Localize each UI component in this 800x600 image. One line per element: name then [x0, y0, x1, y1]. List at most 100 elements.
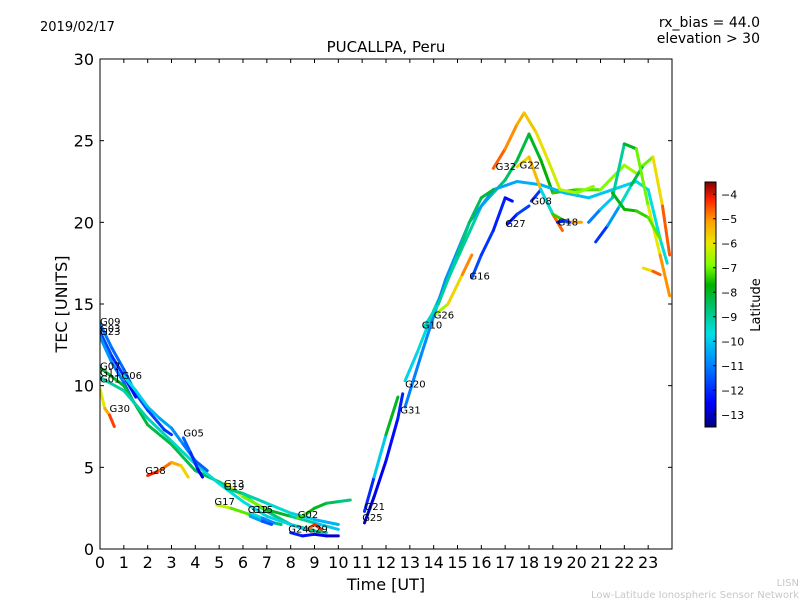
- satellite-label: G21: [365, 502, 385, 513]
- series-segment: [456, 204, 483, 260]
- series-segment: [313, 529, 328, 535]
- satellite-label: G05: [183, 428, 203, 439]
- satellite-label: G18: [558, 218, 578, 229]
- series-segment: [506, 212, 519, 226]
- series-segment: [658, 253, 672, 298]
- series-segment: [479, 188, 495, 200]
- series-g29: [308, 523, 324, 531]
- series-g24: [289, 531, 340, 538]
- y-tick-label: 0: [84, 540, 94, 559]
- series-segment: [215, 503, 233, 510]
- satellite-label: G20: [405, 379, 425, 390]
- x-tick-label: 2: [143, 553, 153, 572]
- rx-bias-label: rx_bias = 44.0: [659, 15, 760, 31]
- chart-title: PUCALLPA, Peru: [327, 38, 446, 56]
- satellite-label: G22: [520, 160, 540, 171]
- satellite-label: G01: [100, 374, 120, 385]
- satellite-label: G31: [400, 405, 420, 416]
- series-segment: [641, 155, 655, 167]
- series-segment: [265, 508, 293, 518]
- series-segment: [170, 426, 185, 446]
- series-segment: [100, 366, 126, 388]
- satellite-label: G19: [224, 482, 244, 493]
- series-g01: [100, 376, 307, 531]
- series-segment: [527, 132, 543, 162]
- series-segment: [515, 204, 531, 216]
- series-segment: [651, 269, 662, 277]
- series-g05: [181, 436, 204, 479]
- x-tick-label: 23: [638, 553, 658, 572]
- colorbar-tick-label: −4: [721, 188, 737, 201]
- series-segment: [599, 163, 626, 192]
- series-segment: [558, 188, 579, 195]
- series-segment: [162, 428, 173, 437]
- series-segment: [622, 163, 638, 175]
- series-segment: [170, 460, 183, 468]
- series-g27: [506, 204, 531, 226]
- colorbar-ticks: −4 −5 −6 −7 −8 −9 −10 −11 −12 −13: [713, 188, 744, 422]
- series-segment: [587, 207, 602, 224]
- series-segment: [563, 219, 571, 224]
- series-segment: [134, 392, 150, 412]
- satellite-label: G32: [496, 162, 516, 173]
- series-g25: [363, 392, 405, 525]
- series-segment: [515, 111, 526, 126]
- series-segment: [403, 351, 419, 383]
- y-tick-label: 5: [84, 458, 94, 477]
- satellite-label: G03: [100, 324, 120, 335]
- x-tick-label: 19: [543, 553, 563, 572]
- x-tick-label: 18: [519, 553, 539, 572]
- colorbar-tick-label: −6: [721, 237, 737, 250]
- series-segment: [610, 191, 626, 211]
- x-tick-label: 14: [423, 553, 443, 572]
- series-g21: [363, 395, 400, 513]
- series-segment: [265, 501, 293, 515]
- series-segment: [179, 464, 190, 479]
- series-segment: [610, 142, 626, 200]
- satellite-label: G12: [248, 505, 268, 516]
- series-segment: [108, 413, 116, 428]
- series-segment: [396, 392, 405, 420]
- series-segment: [646, 215, 662, 241]
- series-segment: [658, 237, 669, 265]
- satellite-label: G11: [100, 368, 120, 379]
- series-segment: [434, 302, 450, 316]
- satellite-label: G08: [531, 196, 551, 207]
- series-segment: [460, 253, 474, 277]
- x-tick-label: 16: [471, 553, 491, 572]
- series-segment: [146, 423, 173, 446]
- x-tick-label: 21: [590, 553, 610, 572]
- series-segment: [100, 335, 114, 365]
- series-g16: [470, 196, 514, 280]
- satellite-label: G17: [214, 497, 234, 508]
- series-segment: [491, 180, 519, 192]
- series-segment: [515, 155, 531, 169]
- series-segment: [289, 514, 316, 525]
- series-g33: [594, 155, 672, 257]
- colorbar-tick-label: −13: [721, 409, 744, 422]
- series-segment: [384, 395, 400, 437]
- series-g26: [434, 253, 474, 316]
- satellite-label: G02: [298, 510, 318, 521]
- series-segment: [193, 459, 209, 473]
- y-axis-label: TEC [UNITS]: [52, 256, 71, 354]
- series-segment: [196, 467, 204, 479]
- x-tick-label: 3: [166, 553, 176, 572]
- series-segment: [241, 500, 269, 518]
- series-segment: [661, 204, 672, 257]
- x-tick-label: 20: [566, 553, 586, 572]
- series-segment: [313, 518, 340, 526]
- satellite-label: G24: [288, 525, 308, 536]
- y-tick-label: 20: [74, 213, 94, 232]
- series-segment: [110, 346, 126, 371]
- colorbar-label: Latitude: [749, 278, 764, 332]
- series-segment: [546, 158, 562, 192]
- series-segment: [229, 506, 252, 517]
- x-tick-label: 11: [352, 553, 372, 572]
- x-tick-label: 6: [238, 553, 248, 572]
- series-segment: [634, 180, 650, 192]
- satellite-label: G23: [100, 327, 120, 338]
- series-segment: [313, 532, 328, 538]
- x-tick-label: 7: [262, 553, 272, 572]
- series-segment: [539, 183, 567, 195]
